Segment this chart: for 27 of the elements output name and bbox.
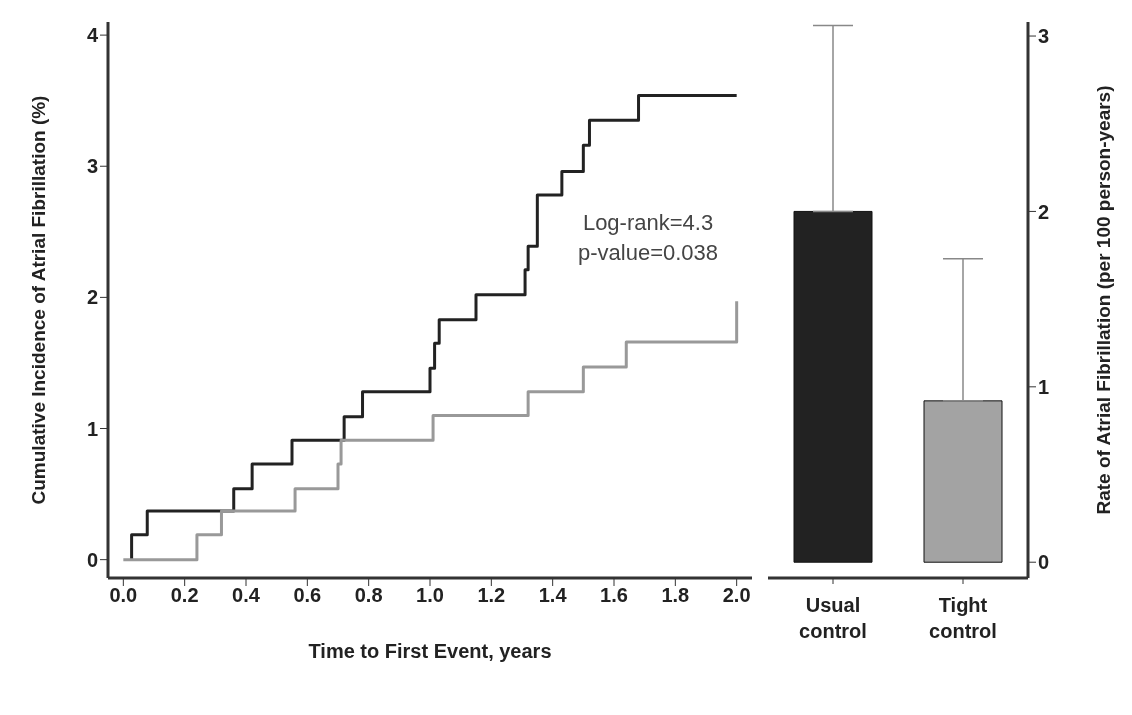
x-tick-label: 0.6: [293, 584, 322, 607]
x-tick-label: Usual control: [799, 594, 867, 642]
x-tick-label: 1.8: [661, 584, 690, 607]
y2-tick-label: 1: [1038, 375, 1050, 398]
y2-tick-label: 2: [1038, 200, 1050, 223]
x-tick-label: 0.4: [232, 584, 261, 607]
x-axis-title: Time to First Event, years: [308, 640, 552, 662]
y-tick-label: 3: [86, 155, 98, 178]
x-tick-label: 1.6: [600, 584, 628, 607]
y2-tick-label: 3: [1038, 25, 1050, 48]
x-tick-label: 0.0: [109, 584, 138, 607]
x-tick-label: Tight control: [929, 594, 997, 642]
x-tick-label: 1.0: [416, 584, 444, 607]
annotation: p-value=0.038: [578, 239, 719, 267]
x-tick-label: 0.2: [170, 584, 199, 607]
annotation: Log-rank=4.3: [581, 209, 715, 237]
x-tick-label: 1.2: [477, 584, 506, 607]
y-tick-label: 2: [86, 286, 98, 309]
x-tick-label: 1.4: [538, 584, 568, 607]
y-axis-title: Cumulative Incidence of Atrial Fibrillation (%): [27, 95, 49, 505]
x-tick-label: 0.8: [354, 584, 383, 607]
y-tick-label: 4: [86, 24, 99, 47]
y2-axis-title: Rate of Atrial Fibrillation (per 100 person-years): [1092, 85, 1114, 515]
x-tick-label: 2.0: [722, 584, 751, 607]
y-tick-label: 0: [86, 548, 98, 571]
y2-tick-label: 0: [1038, 551, 1050, 574]
y-tick-label: 1: [86, 417, 98, 440]
